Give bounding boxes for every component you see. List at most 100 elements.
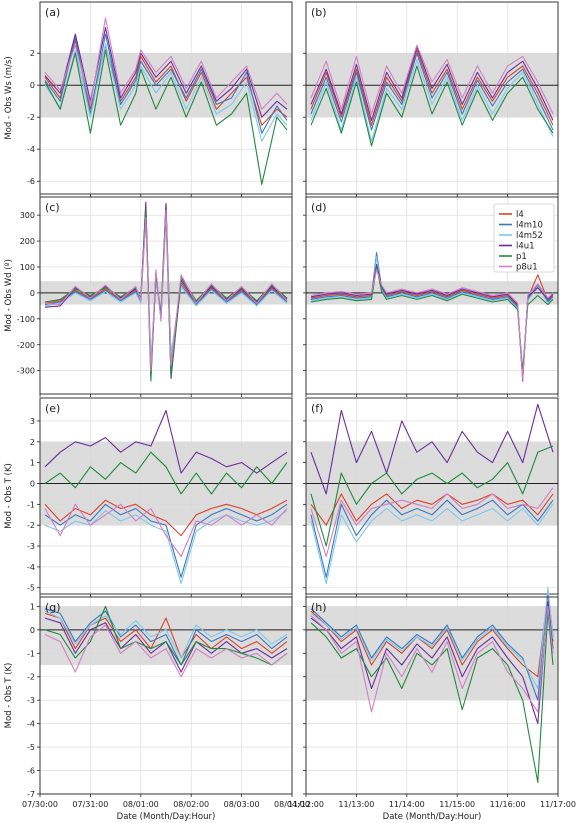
panel-label: (e) (45, 402, 60, 415)
series-line-l4m52 (310, 256, 554, 374)
series-line-l4 (310, 493, 554, 526)
y-tick-label: -3 (27, 696, 35, 705)
x-tick-label: 08/01:00 (123, 800, 159, 809)
series-line-l4 (310, 594, 554, 678)
series-line-l4 (44, 612, 288, 659)
x-tick-label: 08/04:00 (274, 800, 310, 809)
y-tick-label: -1 (27, 500, 35, 509)
x-tick-label: 08/03:00 (224, 800, 260, 809)
y-tick-label: -2 (27, 521, 35, 530)
series-line-p8u1 (310, 605, 554, 713)
panel-label: (b) (311, 6, 327, 19)
x-axis-label: Date (Month/Day:Hour) (383, 812, 482, 822)
x-tick-label: 07/30:00 (22, 800, 58, 809)
y-tick-label: -1 (27, 649, 35, 658)
panel-label: (f) (311, 402, 323, 415)
panel-frame (305, 397, 559, 595)
series-line-l4m10 (44, 608, 288, 666)
x-tick-label: 11/13:00 (338, 800, 374, 809)
panel-frame (305, 196, 559, 395)
series-line-p8u1 (44, 624, 288, 678)
series-line-p8u1 (44, 209, 288, 372)
legend-label-l4m52: l4m52 (516, 231, 543, 241)
y-tick-label: -5 (27, 743, 35, 752)
legend-box (493, 203, 555, 273)
y-tick-label: 300 (20, 211, 35, 220)
y-axis-label: Mod - Obs Ws (m/s) (4, 56, 14, 139)
panel-label: (h) (311, 601, 327, 614)
panel-e: (e) -5 -4 -3 -2 -1 0 1 2 3 Mod - Obs T (K) (4, 397, 293, 597)
panel-f: (f) (303, 397, 559, 597)
y-tick-label: 3 (30, 417, 35, 426)
series-line-l4u1 (44, 27, 288, 118)
series-line-l4m52 (310, 59, 554, 142)
panel-label: (a) (45, 6, 60, 19)
y-tick-label: -7 (27, 790, 35, 799)
panel-g: (g) -7 -6 -5 -4 -3 -2 -1 0 1 Mod - Obs T (K) (4, 596, 293, 799)
x-axis-label: Date (Month/Day:Hour) (117, 812, 216, 822)
series-line-l4u1 (44, 409, 288, 474)
y-tick-label: -4 (27, 145, 35, 154)
y-tick-label: 0 (30, 479, 35, 488)
y-tick-label: -300 (17, 367, 35, 376)
y-tick-label: 100 (20, 263, 35, 272)
series-line-l4u1 (310, 46, 554, 121)
series-line-l4 (44, 39, 288, 126)
y-tick-label: -4 (27, 720, 35, 729)
x-tick-label: 11/15:00 (439, 800, 475, 809)
panel-c: (c) -300 -200 -100 0 100 200 300 Mod - Obs Wd (º… (4, 196, 293, 397)
x-tick-label: 07/31:00 (72, 800, 108, 809)
series-line-l4u1 (310, 601, 554, 725)
y-tick-label: 2 (30, 438, 35, 447)
series-line-p1 (44, 451, 288, 495)
x-tick-label: 11/17:00 (540, 800, 576, 809)
panel-frame (305, 1, 559, 195)
x-tick-label: 11/16:00 (490, 800, 526, 809)
legend-label-l4u1: l4u1 (516, 242, 535, 252)
series-line-l4m10 (310, 52, 554, 131)
y-tick-label: -2 (27, 113, 35, 122)
y-axis-label: Mod - Obs T (K) (4, 463, 14, 529)
x-tick-label: 11/14:00 (389, 800, 425, 809)
panel-h: (h) (303, 587, 559, 797)
panel-frame (39, 196, 293, 395)
y-tick-label: 0 (30, 289, 35, 298)
series-line-p8u1 (310, 269, 554, 381)
series-line-l4 (310, 49, 554, 126)
series-line-l4m52 (310, 503, 554, 585)
y-tick-label: -5 (27, 584, 35, 593)
x-tick-label: 08/02:00 (173, 800, 209, 809)
series-line-l4 (44, 499, 288, 537)
y-tick-label: 1 (30, 602, 35, 611)
y-tick-label: 0 (30, 81, 35, 90)
series-line-p1 (44, 605, 288, 666)
y-axis-label: Mod - Obs Wd (º) (4, 259, 14, 332)
y-tick-label: -6 (27, 177, 35, 186)
panel-d: (d) (303, 196, 559, 397)
series-line-l4m10 (310, 499, 554, 578)
series-line-p1 (44, 49, 288, 185)
panel-label: (c) (45, 201, 60, 214)
panel-label: (g) (45, 601, 61, 614)
y-tick-label: -4 (27, 563, 35, 572)
series-line-p8u1 (44, 17, 288, 110)
y-tick-label: -3 (27, 542, 35, 551)
panel-frame (305, 596, 559, 795)
legend-label-l4m10: l4m10 (516, 221, 543, 231)
series-line-p1 (310, 445, 554, 547)
series-line-l4m52 (310, 587, 554, 690)
y-tick-label: 0 (30, 626, 35, 635)
y-tick-label: -200 (17, 341, 35, 350)
series-line-l4 (310, 253, 554, 379)
series-line-l4m10 (44, 33, 288, 134)
y-tick-label: -2 (27, 673, 35, 682)
panel-label: (d) (311, 201, 327, 214)
panel-frame (39, 397, 293, 595)
legend-label-p1: p1 (516, 252, 527, 262)
series-line-p8u1 (310, 487, 554, 558)
panel-frame (39, 1, 293, 195)
series-line-p8u1 (44, 503, 288, 558)
y-tick-label: 2 (30, 49, 35, 58)
